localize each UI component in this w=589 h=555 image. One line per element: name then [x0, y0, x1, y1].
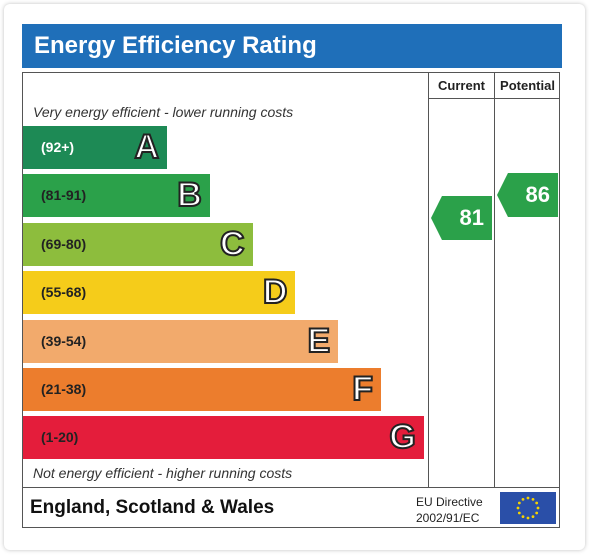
band-f: (21-38) F: [23, 368, 381, 411]
potential-rating-value: 86: [525, 182, 550, 207]
band-b: (81-91) B: [23, 174, 210, 218]
band-e: (39-54) E: [23, 319, 339, 363]
eu-star: [535, 511, 539, 515]
band-letter: D: [262, 272, 289, 312]
rating-frame: [22, 72, 560, 528]
eu-star: [521, 497, 525, 501]
footer-rule: [22, 487, 560, 488]
band-range: (55-68): [41, 284, 87, 301]
eu-star: [526, 516, 530, 520]
current-rating-value: 81: [459, 205, 484, 230]
column-potential-header: Potential: [500, 78, 555, 93]
band-letter: F: [351, 369, 374, 409]
band-range: (39-54): [41, 332, 87, 349]
eu-star: [526, 496, 530, 500]
eu-stars-icon: [516, 496, 540, 520]
band-letter: E: [307, 321, 332, 361]
caption-top: Very energy efficient - lower running co…: [33, 104, 294, 120]
band-letter: G: [388, 417, 416, 457]
eu-star: [517, 501, 521, 505]
page-title: Energy Efficiency Rating: [34, 32, 317, 59]
divider-current: [428, 72, 429, 488]
band-g: (1-20) G: [23, 416, 424, 460]
eu-directive-line1: EU Directive: [416, 495, 483, 509]
band-a: (92+) A: [23, 126, 167, 169]
eu-star: [531, 515, 535, 519]
eu-star: [521, 515, 525, 519]
band-d: (55-68) D: [23, 271, 296, 315]
eu-star: [531, 497, 535, 501]
eu-star: [516, 506, 520, 510]
caption-bottom: Not energy efficient - higher running co…: [33, 465, 293, 481]
divider-potential: [494, 72, 495, 488]
header-bar: Energy Efficiency Rating: [22, 24, 562, 68]
band-range: (21-38): [41, 381, 87, 397]
column-current-header: Current: [438, 78, 485, 93]
potential-rating-arrow: 86: [497, 173, 558, 217]
band-letter: C: [219, 224, 246, 264]
eu-directive: EU Directive 2002/91/EC: [416, 494, 483, 526]
eu-star: [536, 506, 540, 510]
band-range: (81-91): [41, 187, 87, 204]
eu-star: [517, 511, 521, 515]
band-range: (92+): [41, 139, 75, 155]
eu-directive-line2: 2002/91/EC: [416, 511, 480, 525]
current-rating-arrow: 81: [431, 196, 492, 240]
band-letter: B: [176, 175, 203, 215]
region-label: England, Scotland & Wales: [30, 497, 275, 518]
band-c: (69-80) C: [23, 222, 253, 266]
band-range: (69-80): [41, 235, 87, 252]
eu-star: [535, 501, 539, 505]
eu-flag-icon: [500, 492, 556, 524]
column-header-rule: [428, 98, 560, 99]
band-letter: A: [133, 127, 160, 167]
band-range: (1-20): [41, 429, 79, 446]
